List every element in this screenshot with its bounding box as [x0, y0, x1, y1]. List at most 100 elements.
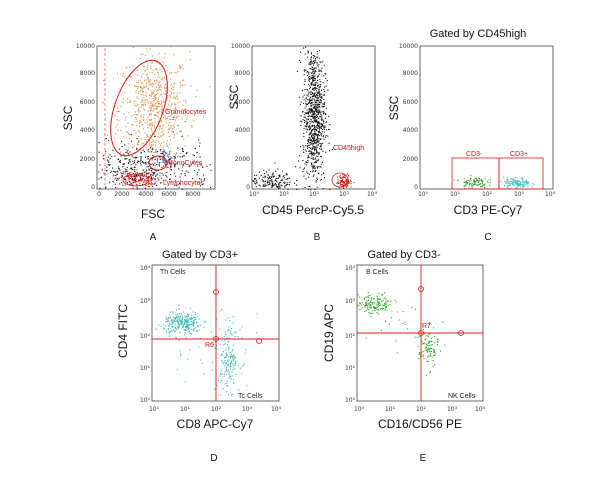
panel-b-point-background: [300, 101, 302, 103]
panel-b-point-background: [312, 76, 314, 78]
panel-a-point-background: [174, 164, 176, 166]
panel-a-point-lymphocytes: [140, 178, 142, 180]
panel-b-point-background: [274, 162, 276, 164]
panel-a-point-granulocytes: [151, 82, 153, 84]
panel-d-point-tc-cells: [226, 366, 228, 368]
panel-a-point-lymphocytes: [128, 180, 130, 182]
panel-b-point-background: [278, 185, 280, 187]
panel-b-point-background: [311, 68, 313, 70]
panel-a-point-lymphocytes: [135, 175, 137, 177]
panel-e-point-b-cells: [365, 296, 367, 298]
panel-b-point-background: [312, 95, 314, 97]
panel-b-point-background: [312, 111, 314, 113]
panel-d-point-tc-cells: [231, 353, 233, 355]
panel-a-point-granulocytes: [150, 118, 152, 120]
panel-a-point-lymphocytes: [135, 178, 137, 180]
panel-a-point-granulocytes: [149, 119, 151, 121]
panel-e-point-b-cells: [365, 302, 367, 304]
panel-b-point-background: [320, 101, 322, 103]
panel-a-point-granulocytes: [123, 136, 125, 138]
panel-a-point-granulocytes: [185, 101, 187, 103]
panel-b-point-background: [298, 160, 300, 162]
panel-b-point-background: [328, 142, 330, 144]
lymphocytes-label: Lymphocytes: [163, 180, 204, 187]
panel-c-point-cd3-: [481, 180, 483, 182]
panel-b-point-background: [313, 110, 315, 112]
panel-a-point-granulocytes: [162, 61, 164, 63]
panel-d-point-th-cells: [169, 322, 171, 324]
panel-c-point-cd3-: [532, 183, 534, 185]
panel-d-point-tc-cells: [241, 365, 243, 367]
panel-a-point-granulocytes: [140, 106, 142, 108]
panel-a-point-granulocytes: [151, 122, 153, 124]
panel-c-point-cd3-: [514, 182, 516, 184]
panel-a-point-background: [131, 167, 133, 169]
panel-d-point-th-cells: [193, 321, 195, 323]
panel-a-point-lymphocytes: [128, 175, 130, 177]
panel-a-point-granulocytes: [167, 97, 169, 99]
panel-e-point-background: [414, 336, 416, 338]
panel-b-point-background: [313, 76, 315, 78]
panel-c-point-cd3-: [473, 179, 475, 181]
panel-c-point-cd3-: [464, 185, 466, 187]
panel-b-point-background: [318, 125, 320, 127]
panel-a-point-granulocytes: [166, 108, 168, 110]
panel-a-point-granulocytes: [155, 114, 157, 116]
panel-a-point-background: [169, 179, 171, 181]
panel-b-point-background: [319, 115, 321, 117]
panel-d-point-tc-cells: [225, 334, 227, 336]
panel-b-point-background: [331, 149, 333, 151]
panel-b-point-background: [306, 120, 308, 122]
panel-a-point-granulocytes: [155, 149, 157, 151]
panel-d-point-th-cells: [184, 319, 186, 321]
panel-e-point-b-cells: [363, 297, 365, 299]
panel-a-point-granulocytes: [150, 145, 152, 147]
panel-a-point-granulocytes: [137, 82, 139, 84]
panel-d-frame: [151, 264, 280, 402]
panel-b-point-background: [318, 125, 320, 127]
panel-b-point-background: [320, 93, 322, 95]
panel-d-point-tc-cells: [232, 369, 234, 371]
panel-a-point-granulocytes: [141, 101, 143, 103]
panel-c-point-cd3-: [523, 180, 525, 182]
cd45high-gate: [331, 172, 349, 188]
panel-a-point-granulocytes: [174, 119, 176, 121]
panel-d-point-th-cells: [187, 328, 189, 330]
panel-c-point-cd3-: [481, 186, 483, 188]
panel-b-point-background: [279, 187, 281, 189]
panel-d-point-th-cells: [188, 331, 190, 333]
panel-b-point-cd45high: [343, 182, 345, 184]
panel-a-point-granulocytes: [179, 101, 181, 103]
panel-b-point-background: [322, 135, 324, 137]
panel-a-point-granulocytes: [152, 132, 154, 134]
panel-e-point-nk-cells: [425, 350, 427, 352]
panel-b-point-background: [313, 111, 315, 113]
panel-b-point-cd45high: [337, 180, 339, 182]
panel-a-point-granulocytes: [145, 94, 147, 96]
panel-a-point-granulocytes: [156, 59, 158, 61]
panel-a-point-lymphocytes: [150, 184, 152, 186]
panel-d-point-th-cells: [175, 336, 177, 338]
panel-a-point-granulocytes: [149, 109, 151, 111]
panel-a-point-granulocytes: [154, 130, 156, 132]
panel-b-point-background: [310, 109, 312, 111]
panel-a-point-granulocytes: [189, 59, 191, 61]
panel-a-point-granulocytes: [150, 84, 152, 86]
panel-d-point-tc-cells: [231, 394, 233, 396]
panel-b-point-background: [319, 112, 321, 114]
panel-e-point-b-cells: [373, 308, 375, 310]
panel-a-point-granulocytes: [190, 85, 192, 87]
panel-b-point-background: [312, 110, 314, 112]
panel-b-point-background: [313, 158, 315, 160]
panel-b-point-background: [312, 64, 314, 66]
panel-a-point-lymphocytes: [140, 179, 142, 181]
panel-b-point-background: [299, 59, 301, 61]
panel-e-point-b-cells: [365, 310, 367, 312]
panel-d-point-th-cells: [190, 321, 192, 323]
panel-b-point-background: [315, 181, 317, 183]
panel-d-point-th-cells: [175, 323, 177, 325]
panel-a-point-granulocytes: [151, 103, 153, 105]
panel-a-point-granulocytes: [117, 73, 119, 75]
panel-a-point-background: [145, 161, 147, 163]
panel-b-point-background: [314, 85, 316, 87]
